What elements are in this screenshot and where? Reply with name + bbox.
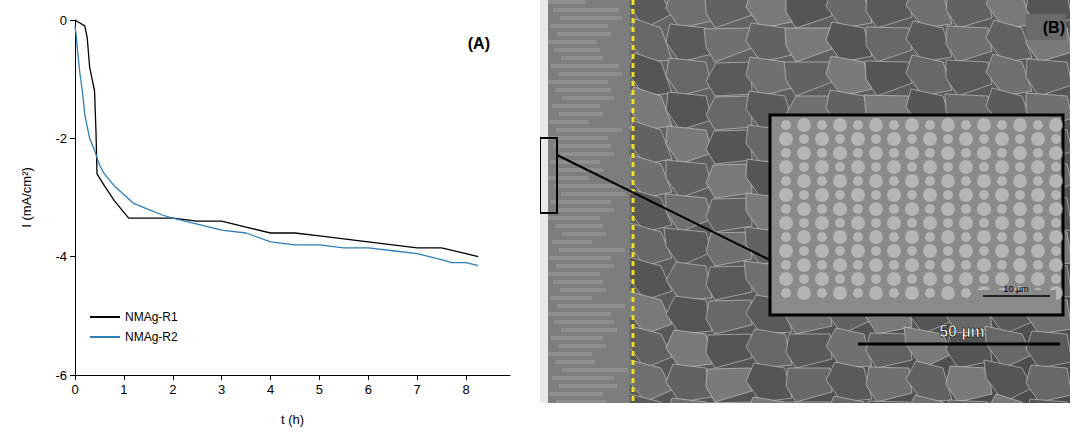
svg-text:4: 4 [267, 382, 274, 397]
svg-text:5: 5 [316, 382, 323, 397]
svg-text:3: 3 [218, 382, 225, 397]
svg-text:(A): (A) [468, 35, 490, 52]
svg-text:0: 0 [60, 13, 67, 28]
svg-text:8: 8 [462, 382, 469, 397]
svg-text:-4: -4 [55, 249, 67, 264]
svg-text:10 µm: 10 µm [1003, 284, 1028, 294]
svg-text:(B): (B) [1043, 19, 1065, 36]
svg-text:NMAg-R1: NMAg-R1 [125, 310, 178, 324]
svg-text:7: 7 [414, 382, 421, 397]
svg-text:I (mA/cm²): I (mA/cm²) [19, 167, 34, 228]
svg-text:t (h): t (h) [281, 412, 304, 427]
svg-text:-2: -2 [55, 131, 67, 146]
svg-text:NMAg-R2: NMAg-R2 [125, 330, 178, 344]
svg-text:2: 2 [169, 382, 176, 397]
svg-text:1: 1 [120, 382, 127, 397]
svg-text:6: 6 [365, 382, 372, 397]
svg-text:50 µm: 50 µm [939, 323, 985, 340]
svg-text:-6: -6 [55, 368, 67, 383]
svg-text:0: 0 [71, 382, 78, 397]
